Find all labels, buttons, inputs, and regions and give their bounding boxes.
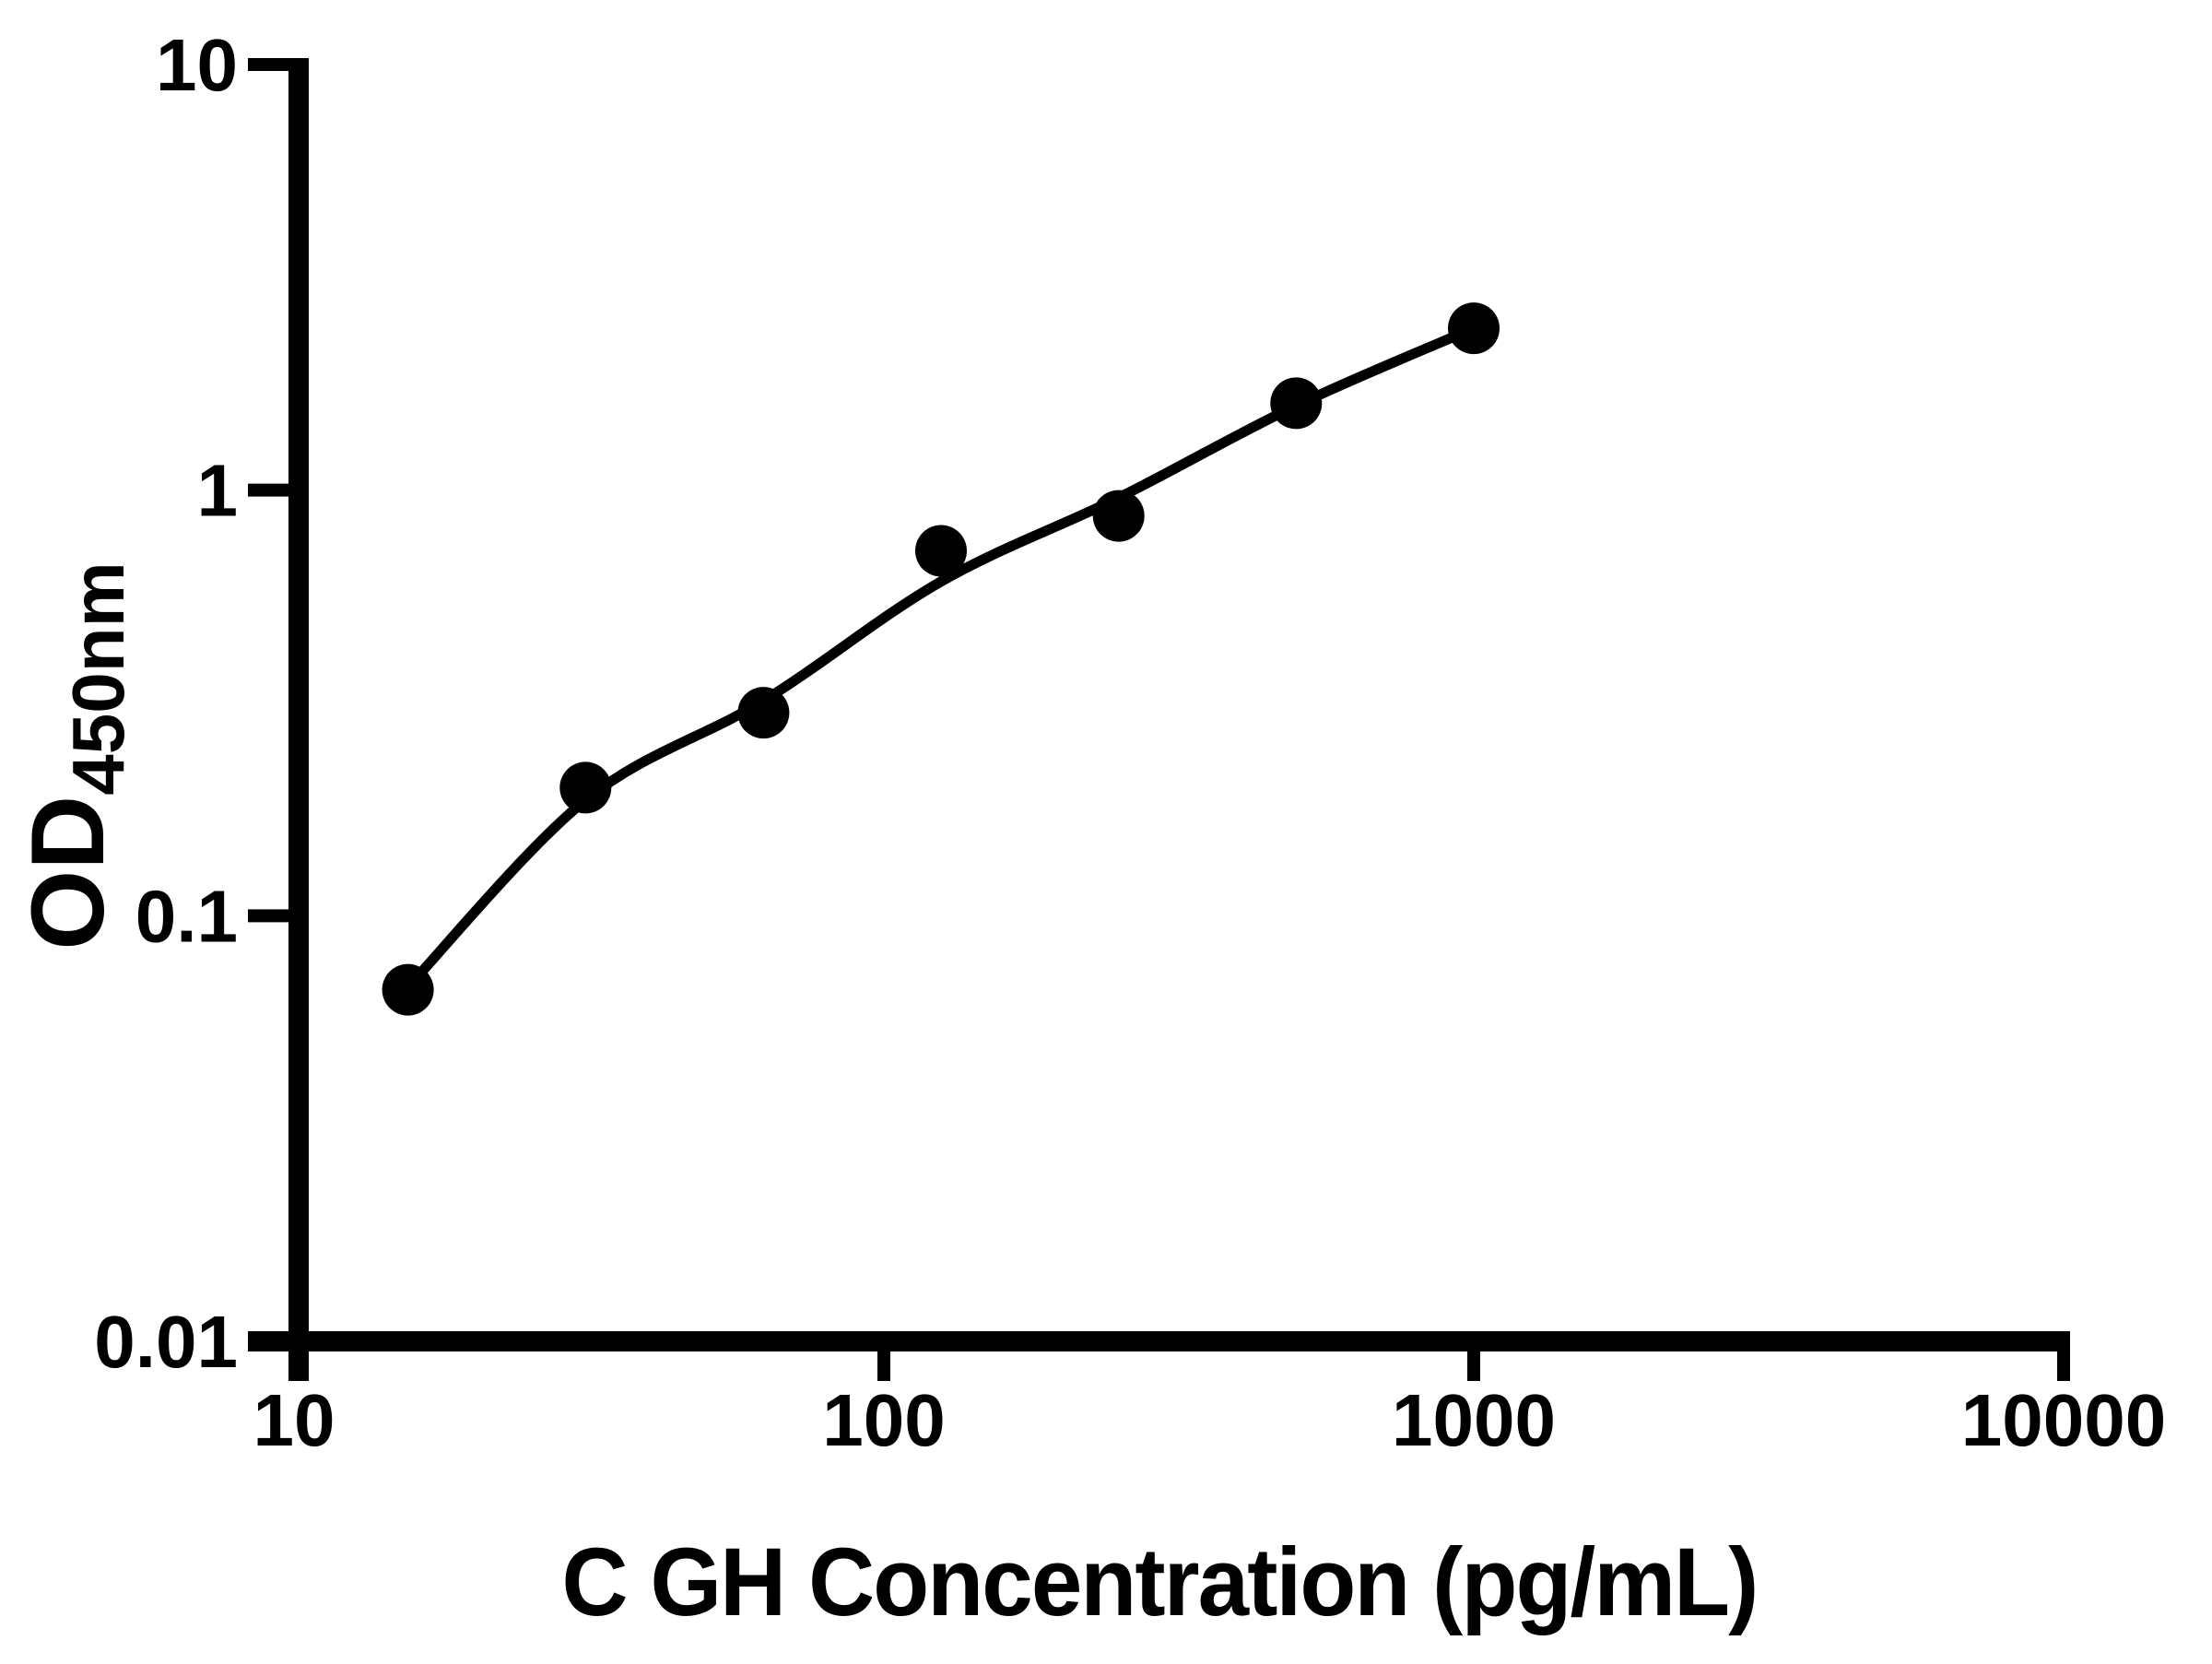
x-axis-title: C GH Concentration (pg/mL) <box>562 1528 1758 1636</box>
x-tick-label-10: 10 <box>253 1379 335 1461</box>
axis-ticks <box>248 58 2070 1381</box>
data-point <box>382 963 434 1016</box>
data-point <box>1092 490 1145 542</box>
x-tick-label-100: 100 <box>822 1379 945 1461</box>
y-axis-title: OD450nm <box>10 561 139 950</box>
data-point <box>1270 377 1323 430</box>
data-point <box>915 525 967 577</box>
data-point <box>737 687 790 739</box>
fitted-curve-layer <box>403 323 1479 993</box>
data-point-layer <box>382 302 1500 1016</box>
x-tick-label-10000: 10000 <box>1961 1379 2166 1461</box>
y-axis-title-subscript: 450nm <box>57 561 139 795</box>
y-tick-label-0.01: 0.01 <box>94 1301 238 1383</box>
axis-spines <box>248 58 2070 1381</box>
data-point <box>1448 302 1500 355</box>
x-tick-label-1000: 1000 <box>1392 1379 1556 1461</box>
data-point <box>559 761 612 814</box>
y-tick-label-1: 1 <box>197 450 239 532</box>
y-tick-label-0.1: 0.1 <box>135 875 238 957</box>
fitted-curve <box>403 323 1479 993</box>
y-tick-label-10: 10 <box>156 24 238 106</box>
y-axis-title-main: OD <box>10 796 125 950</box>
